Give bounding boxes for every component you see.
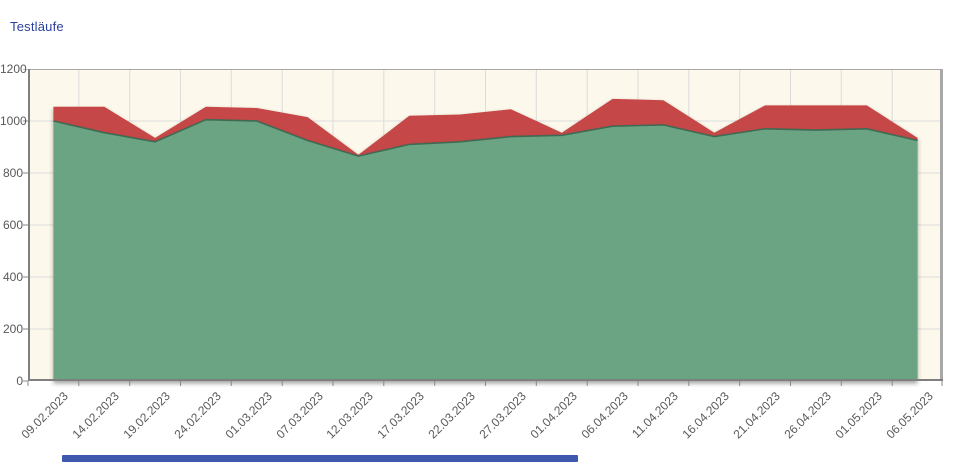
y-axis-label: 800	[2, 165, 23, 180]
area-chart-plot[interactable]	[23, 69, 943, 387]
chart-title[interactable]: Testläufe	[10, 19, 64, 34]
y-axis-label: 0	[16, 373, 23, 388]
y-axis-label: 600	[2, 217, 23, 232]
y-axis-label: 400	[2, 269, 23, 284]
y-axis-label: 1000	[0, 113, 27, 128]
y-axis-label: 1200	[0, 61, 27, 76]
y-axis-label: 200	[2, 321, 23, 336]
horizontal-scrollbar-thumb[interactable]	[62, 455, 578, 462]
